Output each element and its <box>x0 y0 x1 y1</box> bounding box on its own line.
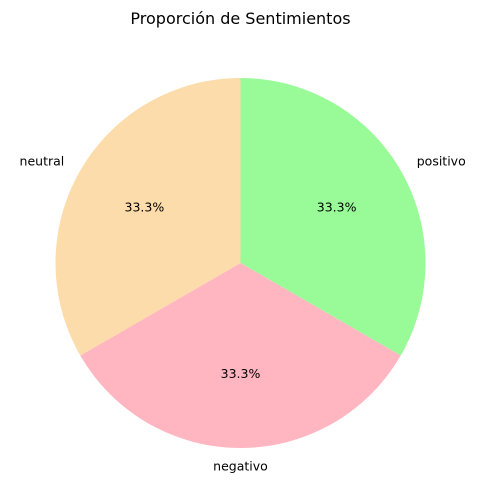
pie-slice-negativo <box>80 263 401 448</box>
percent-label-positivo: 33.3% <box>317 200 357 215</box>
slice-label-positivo: positivo <box>417 153 466 168</box>
percent-label-negativo: 33.3% <box>221 366 261 381</box>
slice-label-neutral: neutral <box>20 153 65 168</box>
percent-label-neutral: 33.3% <box>125 200 165 215</box>
pie-slices <box>55 78 426 448</box>
pie-labels: positivo 33.3% negativo 33.3% neutral 33.3% <box>20 153 466 473</box>
pie-slice-neutral <box>55 78 241 356</box>
pie-slice-positivo <box>240 78 426 356</box>
slice-label-negativo: negativo <box>213 459 268 474</box>
chart-title: Proporción de Sentimientos <box>130 9 350 28</box>
